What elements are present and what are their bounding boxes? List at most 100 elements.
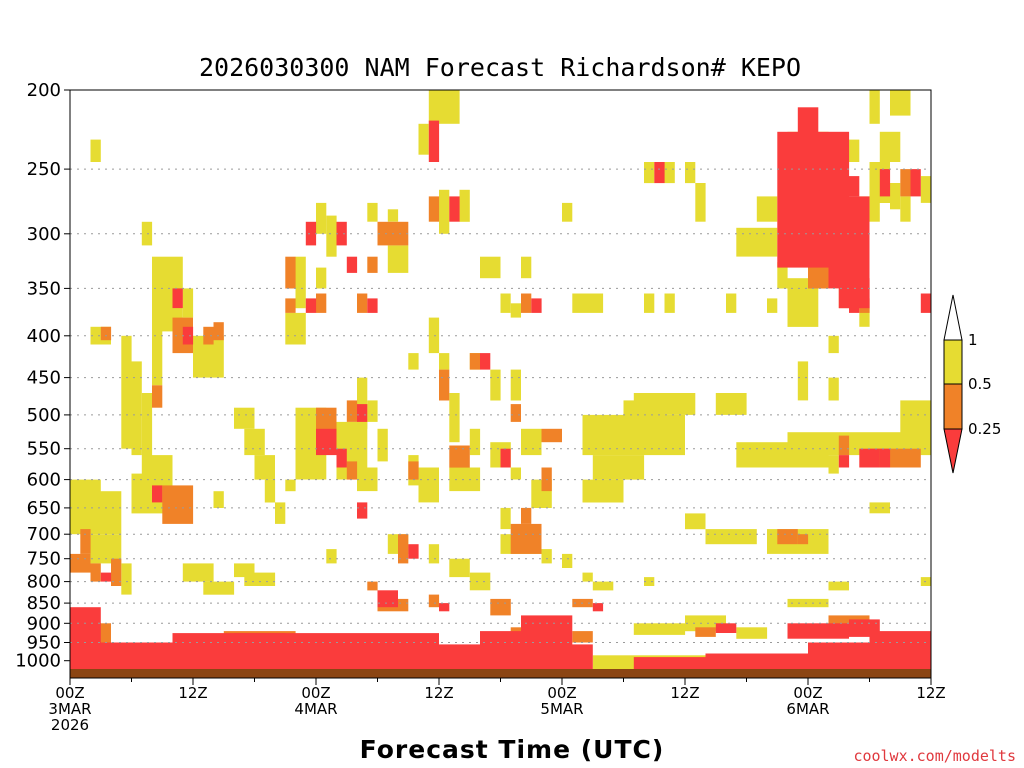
ri-cell-yellow xyxy=(828,377,839,401)
ri-cell-red xyxy=(920,293,931,313)
ri-cell-yellow xyxy=(695,183,706,222)
ri-cell-orange xyxy=(490,598,511,616)
ri-cell-orange xyxy=(695,627,716,637)
ri-cell-yellow xyxy=(592,581,614,591)
ri-cell-red xyxy=(500,448,511,468)
y-tick-label-700: 700 xyxy=(27,524,61,545)
ri-cell-orange xyxy=(777,529,798,545)
x-tick-label-0-2: 2026 xyxy=(51,716,89,734)
ri-cell-yellow xyxy=(357,467,378,492)
ri-cell-yellow xyxy=(777,262,788,289)
ri-cell-red xyxy=(838,455,850,468)
ri-cell-orange xyxy=(316,293,327,313)
ri-cell-yellow xyxy=(828,335,839,354)
ri-cell-yellow xyxy=(685,162,696,184)
ground-bar xyxy=(70,669,931,678)
ri-cell-red xyxy=(592,603,604,612)
ri-cell-yellow xyxy=(726,293,737,313)
ri-cell-red xyxy=(715,623,737,633)
ri-cell-red xyxy=(439,603,450,612)
ri-cell-yellow xyxy=(890,183,901,210)
ri-cell-yellow xyxy=(469,572,491,591)
ri-cell-yellow xyxy=(428,90,460,124)
ri-cell-red xyxy=(428,120,440,162)
ri-cell-red xyxy=(480,631,521,647)
ri-cell-red xyxy=(305,221,317,246)
credit-text[interactable]: coolwx.com/modelts xyxy=(853,747,1016,765)
legend-swatch-yellow xyxy=(943,339,963,385)
ri-cell-orange xyxy=(521,507,532,524)
ri-cell-orange xyxy=(357,293,368,313)
ri-cell-red xyxy=(316,428,337,456)
ri-cell-yellow xyxy=(767,298,778,313)
ri-cell-yellow xyxy=(459,189,470,222)
ri-cell-yellow xyxy=(316,267,327,289)
ri-cell-orange xyxy=(367,256,378,273)
ri-cell-yellow xyxy=(664,293,675,313)
y-tick-label-250: 250 xyxy=(27,159,61,180)
ri-cell-orange xyxy=(111,558,122,586)
ri-cell-yellow xyxy=(275,502,286,524)
legend-label-1: 0.5 xyxy=(968,375,992,393)
ri-cell-yellow xyxy=(357,377,368,429)
x-tick-label-72-1: 6MAR xyxy=(786,700,829,718)
ri-cell-yellow xyxy=(182,563,214,582)
ri-cell-yellow xyxy=(387,245,409,273)
y-tick-label-450: 450 xyxy=(27,368,61,389)
ri-cell-yellow xyxy=(562,553,573,568)
ri-cell-yellow xyxy=(141,221,153,246)
y-tick-label-950: 950 xyxy=(27,633,61,654)
ri-cell-red xyxy=(849,298,860,313)
ri-cell-yellow xyxy=(644,293,655,313)
ri-cell-orange xyxy=(213,322,224,341)
ri-cell-yellow xyxy=(152,317,163,386)
ri-cell-yellow xyxy=(439,353,450,370)
ri-cell-orange xyxy=(100,326,112,341)
ri-cell-yellow xyxy=(182,288,194,318)
ri-cell-orange xyxy=(797,534,809,545)
ri-cell-red xyxy=(305,298,317,313)
ri-cell-yellow xyxy=(756,196,778,222)
ri-cell-yellow xyxy=(510,467,521,480)
ri-cell-orange xyxy=(838,435,850,456)
ri-cell-red xyxy=(336,221,347,246)
ri-cell-orange xyxy=(900,169,911,197)
ri-cell-yellow xyxy=(234,407,255,429)
ri-cell-orange xyxy=(408,461,419,480)
ri-cell-yellow xyxy=(582,479,624,503)
ri-cell-orange xyxy=(428,196,440,222)
ri-cell-red xyxy=(654,162,665,184)
x-tick-label-72-0: 00Z xyxy=(793,684,822,702)
ri-cell-yellow xyxy=(377,428,388,462)
ri-cell-red xyxy=(787,623,849,639)
ri-cell-orange xyxy=(398,534,409,564)
legend-label-0: 1 xyxy=(968,331,978,349)
ri-cell-yellow xyxy=(469,428,481,456)
y-tick-label-750: 750 xyxy=(27,549,61,570)
ri-cell-orange xyxy=(285,256,296,289)
ri-cell-orange xyxy=(890,448,921,468)
x-tick-label-36-0: 12Z xyxy=(424,684,453,702)
ri-cell-orange xyxy=(346,400,358,422)
ri-cell-yellow xyxy=(685,615,726,632)
ri-cell-yellow xyxy=(203,581,235,595)
legend-label-2: 0.25 xyxy=(968,420,1001,438)
ri-cell-yellow xyxy=(644,162,655,184)
y-tick-label-850: 850 xyxy=(27,593,61,614)
ri-cell-red xyxy=(172,288,183,309)
ri-cell-yellow xyxy=(931,90,941,116)
ri-cell-yellow xyxy=(121,563,132,595)
ri-cell-orange xyxy=(90,563,101,582)
ri-cell-yellow xyxy=(787,598,829,608)
x-tick-label-60-0: 12Z xyxy=(670,684,699,702)
ri-cell-yellow xyxy=(920,176,931,203)
ri-cell-yellow xyxy=(408,353,419,370)
ri-cell-red xyxy=(100,572,112,582)
ri-cell-red xyxy=(182,326,194,345)
ri-cell-orange xyxy=(285,298,296,313)
ri-cell-red xyxy=(367,298,378,313)
ri-cell-yellow xyxy=(644,577,655,586)
ri-cell-orange xyxy=(70,553,91,573)
ri-cell-yellow xyxy=(428,544,440,564)
x-tick-label-0-0: 00Z xyxy=(55,684,84,702)
